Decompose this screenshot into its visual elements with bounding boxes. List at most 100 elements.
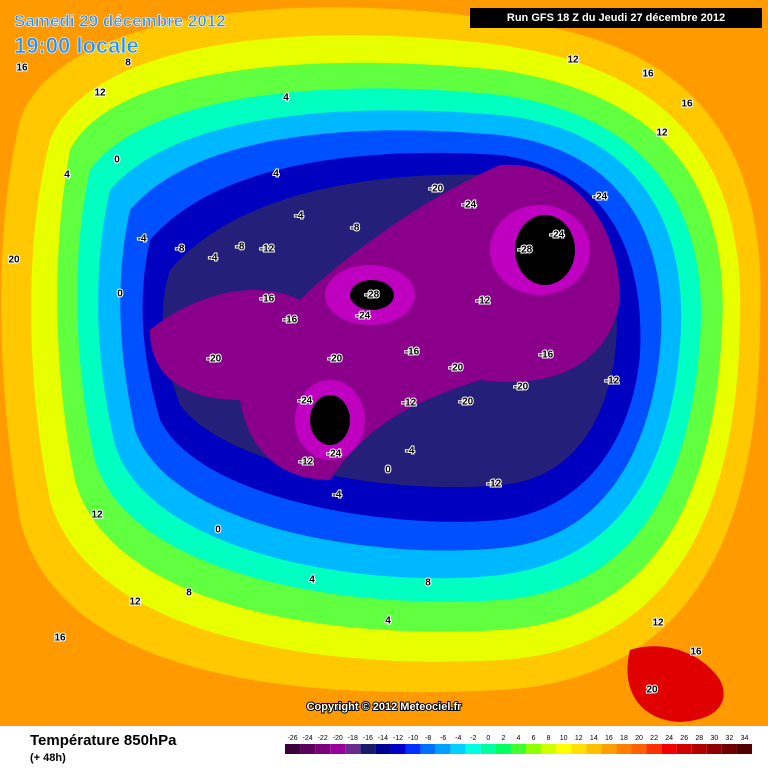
copyright: Copyright © 2012 Meteociel.fr [307,701,463,713]
core-west-black [350,280,394,310]
colorbar-swatch [390,744,406,754]
contour-label: -20 [429,184,444,195]
colorbar-tick-label: 34 [741,735,749,742]
contour-label: 16 [690,647,702,658]
contour-label: -20 [514,382,529,393]
contour-label: 4 [64,170,70,181]
contour-label: -24 [327,449,342,460]
contour-label: -12 [402,398,417,409]
time-label: 19:00 locale [14,33,139,58]
colorbar-swatch [691,744,707,754]
colorbar-swatch [465,744,481,754]
core-east-black [515,215,575,285]
contour-label: -12 [487,479,502,490]
footer-title: Température 850hPa [30,732,177,749]
contour-label: -24 [550,230,565,241]
contour-label: -24 [462,200,477,211]
hot-area [627,646,724,722]
contour-label: -20 [207,354,222,365]
colorbar-tick-label: 6 [532,735,536,742]
colorbar-tick-label: 18 [620,735,628,742]
colorbar-swatch [736,744,752,754]
colorbar-tick-label: -4 [455,735,461,742]
contour-label: 0 [114,155,120,166]
colorbar-tick-label: 2 [501,735,505,742]
colorbar-swatch [285,744,301,754]
colorbar-tick-label: -26 [287,735,297,742]
contour-label: 12 [129,597,141,608]
colorbar-swatch [556,744,572,754]
colorbar-swatch [586,744,602,754]
colorbar-tick-label: 16 [605,735,613,742]
contour-label: -12 [260,244,275,255]
contour-label: 4 [309,575,315,586]
colorbar-swatch [510,744,527,754]
contour-label: 0 [215,525,221,536]
colorbar-swatch [706,744,722,754]
colorbar-tick-label: -16 [363,735,373,742]
contour-label: -28 [365,290,380,301]
colorbar-tick-label: 30 [710,735,718,742]
contour-label: -4 [406,446,415,457]
colorbar-swatch [375,744,391,754]
colorbar-tick-label: -2 [470,735,476,742]
contour-label: -20 [449,363,464,374]
contour-label: 12 [94,88,106,99]
colorbar-swatch [435,744,451,754]
contour-label: 8 [186,588,192,599]
contour-labels: 16 16 16 8 12 12 12 4 4 4 0 0 -4 -4 -4 -8 -8 -8 -12 -12 -12 -… [7,54,703,697]
colorbar-swatch [480,744,496,754]
colorbar-swatch [300,744,316,754]
colorbar-swatch [450,744,466,754]
contour-label: 16 [642,69,654,80]
temperature-field [0,0,768,726]
colorbar-tick-label: -10 [408,735,418,742]
colorbar-tick-label: 22 [650,735,658,742]
contour-label: 12 [91,510,103,521]
colorbar-tick-label: 10 [560,735,568,742]
contour-label: -16 [539,350,554,361]
colorbar-swatch [360,744,376,754]
colorbar-swatch [315,744,331,754]
contour-label: -4 [295,211,304,222]
contour-label: -12 [476,296,491,307]
contour-label: 4 [385,616,391,627]
colorbar-tick-label: 0 [486,735,490,742]
colorbar-tick-label: -18 [348,735,358,742]
colorbar-swatch [330,744,346,754]
colorbar-tick-label: 8 [547,735,551,742]
date-label: Samedi 29 décembre 2012 [14,11,226,30]
contour-label: -20 [328,354,343,365]
contour-label: 0 [117,289,123,300]
contour-label: 12 [567,55,579,66]
colorbar-tick-label: -14 [378,735,388,742]
contour-label: 12 [656,128,668,139]
colorbar-swatch [631,744,647,754]
colorbar-tick-label: 28 [695,735,703,742]
contour-label: -24 [593,192,608,203]
colorbar-tick-label: -24 [303,735,313,742]
contour-label: 16 [16,63,28,74]
contour-label: -16 [405,347,420,358]
contour-label: 4 [273,169,279,180]
colorbar-swatch [495,744,511,754]
colorbar-swatch [571,744,587,754]
colorbar-tick-label: -6 [440,735,446,742]
contour-label: -12 [299,457,314,468]
colorbar-swatch [526,744,542,754]
contour-label: 16 [54,633,66,644]
colorbar-tick-label: 4 [517,735,521,742]
colorbar-tick-label: 20 [635,735,643,742]
contour-label: 20 [8,255,20,266]
colorbar-swatch [661,744,677,754]
colorbar-swatch [646,744,662,754]
contour-label: 12 [652,618,664,629]
colorbar-tick-label: -20 [333,735,343,742]
footer-lead: (+ 48h) [30,752,66,764]
contour-label: -8 [236,242,245,253]
run-label: Run GFS 18 Z du Jeudi 27 décembre 2012 [507,12,725,24]
colorbar-tick-label: 32 [726,735,734,742]
core-south-black [310,395,350,445]
